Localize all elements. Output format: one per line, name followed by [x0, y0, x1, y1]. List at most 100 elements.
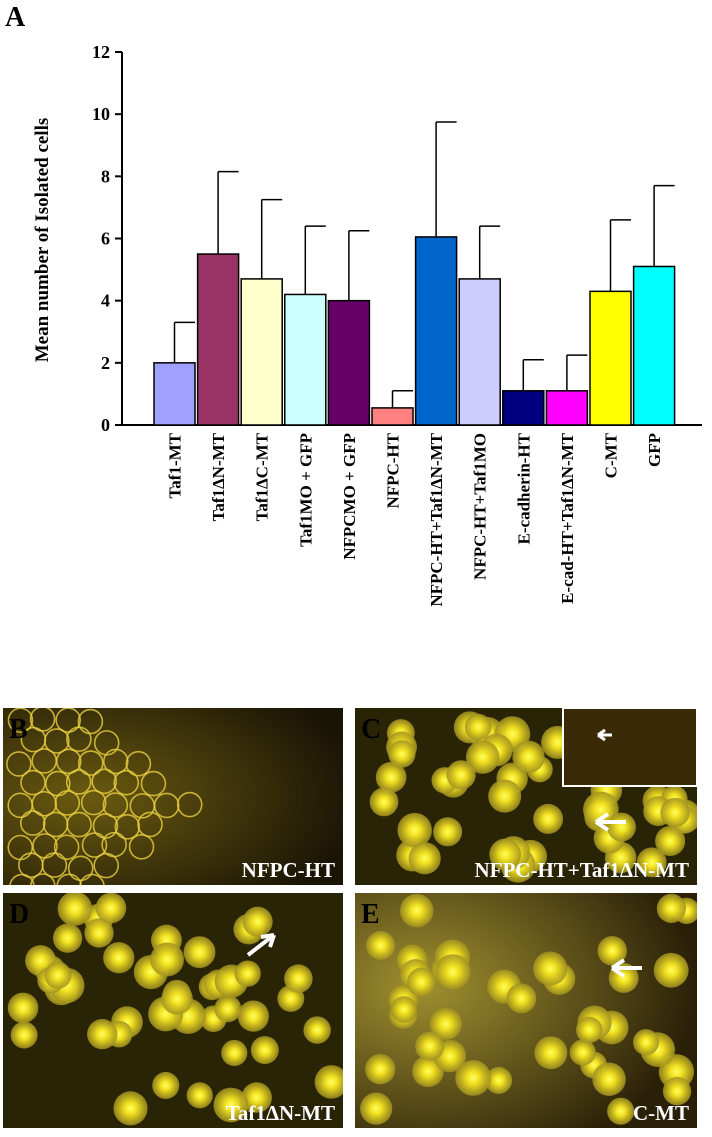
- panel-letter: E: [361, 899, 380, 930]
- cell: [303, 1016, 331, 1044]
- panel-letter: C: [361, 714, 381, 745]
- cell: [488, 779, 522, 813]
- y-tick-label: 4: [101, 291, 110, 311]
- cell: [407, 967, 436, 997]
- cell: [113, 1091, 148, 1126]
- cell: [365, 1054, 396, 1085]
- y-tick-label: 2: [101, 353, 110, 373]
- y-tick-label: 12: [92, 42, 110, 62]
- cell: [653, 952, 689, 988]
- cell-outline: [65, 769, 92, 795]
- x-tick-label: Taf1ΔN-MT: [209, 432, 228, 521]
- cell: [87, 1018, 118, 1050]
- cell-outline: [44, 728, 70, 754]
- cell: [576, 1016, 603, 1044]
- cell-outline: [92, 813, 119, 839]
- cell: [388, 740, 416, 768]
- cell: [150, 942, 185, 977]
- bar: [502, 390, 545, 426]
- cell: [7, 992, 39, 1024]
- y-tick-label: 8: [101, 166, 110, 186]
- cell: [636, 847, 667, 878]
- cell: [633, 1029, 660, 1056]
- cell: [534, 1036, 568, 1070]
- cell: [250, 1036, 279, 1065]
- micrograph: B NFPC-HT: [3, 708, 343, 885]
- x-tick-label: GFP: [645, 433, 664, 467]
- bar: [589, 290, 632, 426]
- cell: [506, 983, 537, 1014]
- cell: [408, 842, 441, 875]
- cell: [656, 893, 686, 923]
- cell: [44, 961, 72, 989]
- micrograph-image: [3, 893, 343, 1128]
- cell-outline: [81, 832, 108, 858]
- cell-outline: [102, 792, 129, 818]
- cell: [366, 930, 396, 960]
- cell: [446, 760, 476, 790]
- cell: [186, 1082, 213, 1109]
- cell: [433, 817, 463, 847]
- cell-outline: [31, 790, 58, 817]
- cell-outline: [55, 708, 82, 733]
- cell: [369, 787, 399, 817]
- cell: [662, 1077, 692, 1106]
- cell-outline: [66, 726, 92, 753]
- cell-outline: [54, 790, 81, 816]
- cell: [390, 996, 418, 1023]
- cell-outline: [79, 873, 105, 885]
- cell-outline: [91, 768, 118, 795]
- cell: [607, 1097, 635, 1125]
- y-axis-label: Mean number of Isolated cells: [32, 118, 53, 363]
- cell-outline: [77, 708, 104, 735]
- cell: [221, 1039, 248, 1067]
- bar: [153, 362, 196, 426]
- cell-outline: [125, 750, 152, 777]
- cell: [52, 923, 83, 953]
- cell-outline: [93, 852, 120, 879]
- bar: [414, 236, 458, 426]
- y-tick-label: 0: [101, 415, 110, 435]
- cell: [607, 812, 636, 842]
- x-tick-label: NFPCMO + GFP: [340, 433, 359, 560]
- cell: [465, 740, 500, 774]
- cell-outline: [53, 834, 80, 860]
- cell-outline: [7, 708, 34, 734]
- cell: [375, 761, 407, 793]
- cell: [415, 1031, 445, 1061]
- cell: [655, 825, 686, 857]
- cell: [161, 983, 193, 1015]
- x-tick-label: NFPC-HT: [384, 432, 403, 508]
- cell: [429, 1007, 462, 1040]
- micrograph-image: [355, 893, 697, 1128]
- cell: [399, 893, 434, 928]
- cell: [464, 713, 492, 741]
- x-tick-label: E-cadherin-HT: [514, 432, 533, 544]
- cell: [597, 936, 627, 966]
- bar: [458, 278, 501, 426]
- bar: [284, 293, 327, 426]
- cell: [152, 1071, 180, 1100]
- cell: [183, 936, 216, 969]
- cell: [284, 964, 313, 993]
- cell-outline: [55, 748, 82, 775]
- cell: [213, 1087, 249, 1123]
- panel-caption: NFPC-HT: [242, 858, 335, 882]
- cell-outline: [153, 792, 180, 819]
- micrograph: E C-MT: [355, 893, 697, 1128]
- cell-outline: [6, 751, 32, 777]
- x-tick-label: Taf1ΔC-MT: [253, 432, 272, 521]
- cell: [533, 803, 564, 834]
- panel-caption: Taf1ΔN-MT: [226, 1101, 335, 1125]
- cell-outline: [20, 769, 46, 796]
- cell: [214, 995, 242, 1023]
- cell-outline: [137, 811, 163, 838]
- cell-outline: [56, 873, 82, 885]
- cell-outline: [77, 750, 104, 776]
- bar: [196, 253, 240, 426]
- cell: [397, 812, 432, 848]
- cell: [237, 1000, 270, 1032]
- panel-caption: NFPC-HT+Taf1ΔN-MT: [474, 858, 689, 882]
- micrograph: C NFPC-HT+Taf1ΔN-MT: [355, 708, 697, 885]
- arrow: [610, 958, 642, 978]
